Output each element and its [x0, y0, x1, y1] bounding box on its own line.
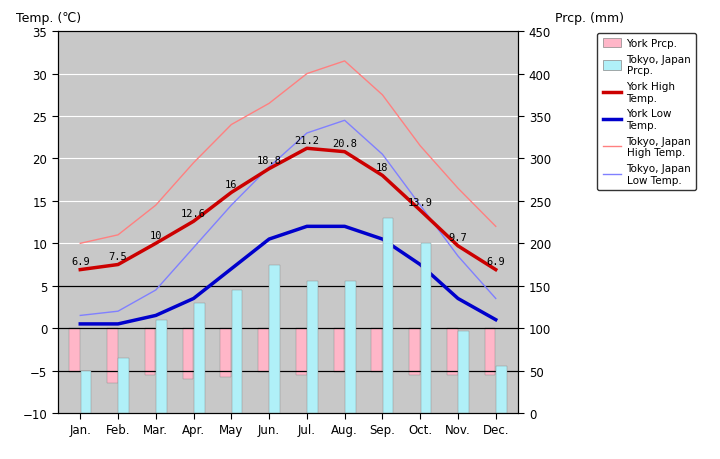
Bar	[258, 329, 269, 372]
Bar	[69, 329, 80, 372]
Bar	[107, 329, 117, 383]
Text: 18.8: 18.8	[256, 156, 282, 166]
Text: Prcp. (mm): Prcp. (mm)	[555, 11, 624, 24]
Bar	[269, 265, 280, 413]
Text: Temp. (℃): Temp. (℃)	[16, 11, 81, 24]
Text: 13.9: 13.9	[408, 197, 433, 207]
Text: 18: 18	[376, 162, 389, 173]
Bar	[420, 244, 431, 413]
Bar	[372, 329, 382, 372]
Bar	[383, 218, 393, 413]
Bar	[333, 329, 344, 372]
Text: 12.6: 12.6	[181, 208, 206, 218]
Bar	[232, 291, 243, 413]
Text: 16: 16	[225, 179, 238, 190]
Bar	[485, 329, 495, 375]
Bar	[307, 282, 318, 413]
Legend: York Prcp., Tokyo, Japan
Prcp., York High
Temp., York Low
Temp., Tokyo, Japan
Hi: York Prcp., Tokyo, Japan Prcp., York Hig…	[598, 34, 696, 190]
Bar	[220, 329, 231, 378]
Bar	[145, 329, 156, 375]
Text: 10: 10	[150, 230, 162, 241]
Text: 21.2: 21.2	[294, 135, 320, 146]
Bar	[447, 329, 458, 375]
Bar	[409, 329, 420, 375]
Text: 6.9: 6.9	[71, 257, 89, 267]
Bar	[81, 371, 91, 413]
Bar	[296, 329, 307, 375]
Bar	[156, 320, 167, 413]
Text: 20.8: 20.8	[332, 139, 357, 149]
Text: 9.7: 9.7	[449, 233, 467, 243]
Bar	[183, 329, 193, 379]
Text: 7.5: 7.5	[109, 252, 127, 262]
Bar	[496, 367, 507, 413]
Bar	[118, 358, 129, 413]
Bar	[459, 331, 469, 413]
Text: 6.9: 6.9	[487, 257, 505, 267]
Bar	[194, 303, 204, 413]
Bar	[345, 282, 356, 413]
